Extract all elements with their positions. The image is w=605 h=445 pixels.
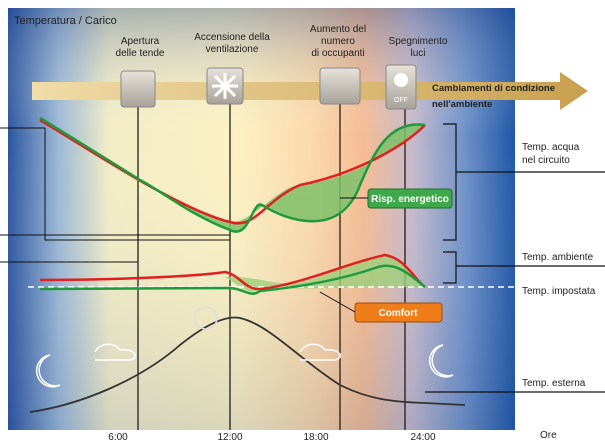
icons: OFF — [120, 64, 417, 110]
decor — [35, 306, 454, 388]
legend-setpoint: Temp. impostata — [522, 286, 596, 297]
shade — [8, 8, 515, 430]
event-label: luci — [410, 48, 425, 59]
room-supply — [39, 264, 426, 295]
x-label: 18:00 — [303, 432, 328, 443]
event-label: ventilazione — [206, 44, 259, 55]
saving-area — [40, 118, 425, 232]
x-label: 12:00 — [217, 432, 242, 443]
comfort-label: Comfort — [379, 308, 419, 319]
comfort-area — [225, 255, 425, 292]
arrow-label: nell'ambiente — [432, 99, 492, 110]
title: Temperatura / Carico — [14, 15, 117, 27]
event-label: Apertura — [121, 36, 160, 47]
legend-room: Temp. ambiente — [522, 252, 594, 263]
comfort-badge — [354, 302, 443, 323]
left-lines — [0, 127, 230, 263]
arrow-label: Cambiamenti di condizione — [432, 83, 555, 94]
event-label: Aumento del — [310, 24, 366, 35]
x-label: 24:00 — [410, 432, 435, 443]
brackets — [425, 123, 605, 393]
event-label: Accensione della — [194, 32, 270, 43]
legend-water: Temp. acqua — [522, 142, 580, 153]
room-temp — [39, 253, 426, 291]
leader — [319, 291, 356, 313]
bulb-label: OFF — [394, 97, 408, 104]
event-label: Spegnimento — [389, 36, 448, 47]
x-unit: Ore — [540, 430, 557, 441]
x-label: 6:00 — [108, 432, 128, 443]
event-label: numero — [321, 36, 355, 47]
outside-temp — [29, 316, 466, 413]
water-supply — [39, 116, 426, 233]
event-label: di occupanti — [311, 48, 364, 59]
legend-water: nel circuito — [522, 155, 570, 166]
saving-label: Risp. energetico — [371, 194, 449, 205]
event-label: delle tende — [116, 48, 165, 59]
legend-outside: Temp. esterna — [522, 378, 586, 389]
arrow — [32, 72, 588, 110]
